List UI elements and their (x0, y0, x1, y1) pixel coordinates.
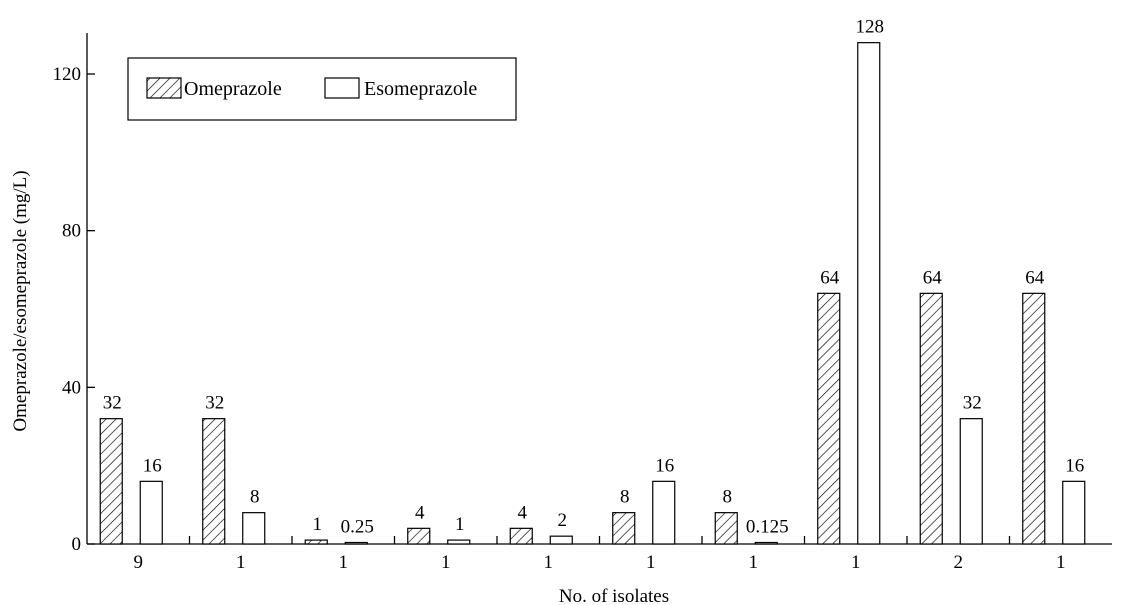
y-tick-label: 120 (53, 64, 82, 85)
y-axis-title: Omeprazole/esomeprazole (mg/L) (10, 170, 31, 431)
bar-label-esomeprazole: 8 (250, 487, 260, 508)
bar-esomeprazole (959, 418, 983, 545)
bar-label-esomeprazole: 16 (143, 455, 162, 476)
bar-esomeprazole (344, 541, 368, 545)
bar-label-esomeprazole: 2 (558, 510, 568, 531)
bar-label-omeprazole: 32 (103, 393, 122, 414)
bar-label-omeprazole: 4 (415, 502, 425, 523)
bar-omeprazole (612, 512, 636, 545)
bar-omeprazole (714, 512, 738, 545)
bar-label-esomeprazole: 0.125 (746, 517, 789, 538)
x-tick-label: 1 (851, 552, 861, 573)
bar-label-omeprazole: 4 (518, 502, 528, 523)
bar-esomeprazole (1062, 480, 1086, 545)
x-tick-label: 1 (646, 552, 656, 573)
x-tick-label: 2 (954, 552, 964, 573)
legend: Omeprazole Esomeprazole (127, 57, 517, 121)
bar-label-omeprazole: 64 (1025, 267, 1045, 288)
x-tick-label: 1 (749, 552, 759, 573)
y-tick-label: 80 (62, 221, 81, 242)
y-tick-label: 0 (72, 534, 82, 555)
legend-box (127, 57, 517, 121)
bar-label-esomeprazole: 0.25 (341, 517, 374, 538)
bar-esomeprazole (242, 512, 266, 545)
bar-label-esomeprazole: 1 (455, 514, 465, 535)
bar-label-esomeprazole: 32 (963, 393, 982, 414)
bar-label-omeprazole: 1 (313, 514, 323, 535)
legend-swatch-esomeprazole (324, 77, 360, 99)
bar-label-omeprazole: 64 (820, 267, 840, 288)
y-tick-label: 40 (62, 377, 81, 398)
bar-label-esomeprazole: 16 (655, 455, 674, 476)
bar-omeprazole (99, 418, 123, 545)
bar-esomeprazole (139, 480, 163, 545)
x-tick-label: 1 (544, 552, 554, 573)
bar-label-esomeprazole: 16 (1065, 455, 1084, 476)
bar-label-omeprazole: 8 (723, 487, 733, 508)
legend-label-esomeprazole: Esomeprazole (364, 78, 477, 100)
bar-esomeprazole (447, 539, 471, 545)
bar-label-omeprazole: 64 (923, 267, 943, 288)
bar-label-omeprazole: 32 (205, 393, 224, 414)
bar-esomeprazole (652, 480, 676, 545)
x-tick-label: 1 (236, 552, 246, 573)
bar-esomeprazole (754, 541, 778, 545)
bar-omeprazole (304, 539, 328, 545)
bar-esomeprazole (857, 42, 881, 545)
bar-esomeprazole (549, 535, 573, 545)
bars: 32 32 1 4 4 8 8 64 64 64 16 8 0.25 1 2 16 0.125 128 32 16 (99, 17, 1086, 545)
bar-omeprazole (202, 418, 226, 545)
bar-omeprazole (919, 292, 943, 545)
bar-omeprazole (817, 292, 841, 545)
legend-label-omeprazole: Omeprazole (184, 78, 282, 100)
x-tick-label: 1 (441, 552, 451, 573)
x-tick-label: 1 (1056, 552, 1066, 573)
bar-label-esomeprazole: 128 (856, 17, 885, 38)
bar-omeprazole (509, 527, 533, 545)
bar-omeprazole (1022, 292, 1046, 545)
x-tick-label: 9 (134, 552, 144, 573)
x-tick-label: 1 (339, 552, 349, 573)
bar-omeprazole (407, 527, 431, 545)
bar-label-omeprazole: 8 (620, 487, 630, 508)
legend-swatch-omeprazole (146, 77, 182, 99)
x-axis-title: No. of isolates (559, 586, 669, 605)
